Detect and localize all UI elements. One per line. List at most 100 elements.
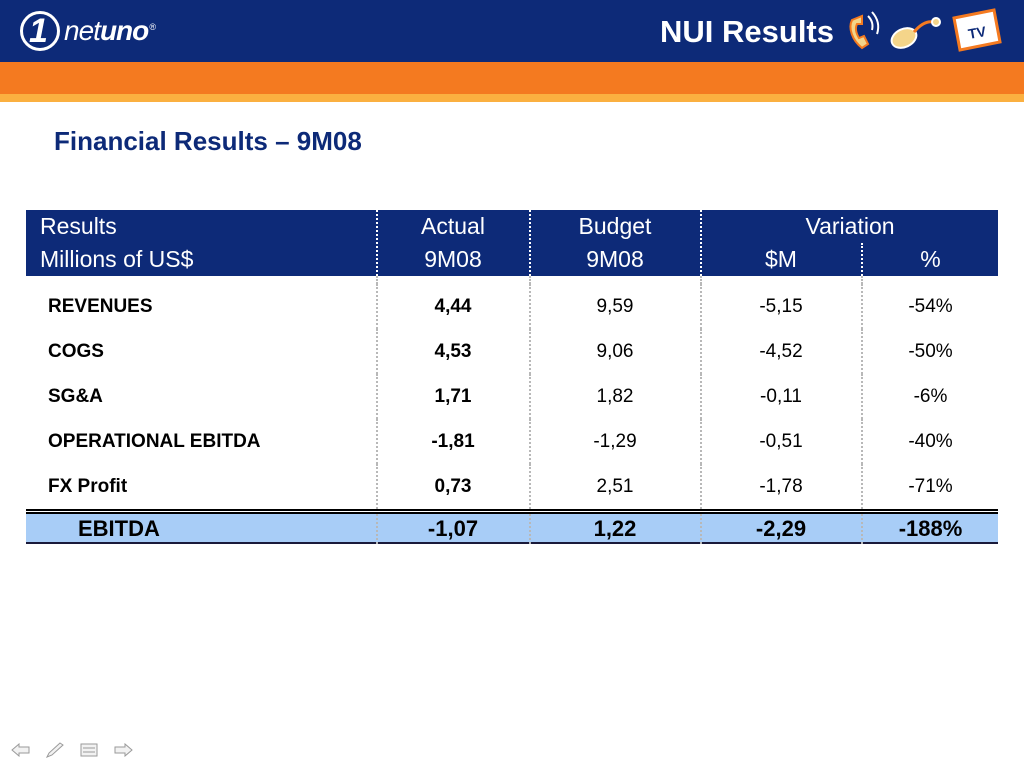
service-icons: TV [849,8,1002,52]
page-title: Financial Results – 9M08 [54,126,362,156]
actual-value: 4,44 [434,296,472,317]
internet-mouse-icon [890,17,941,49]
column-separator [529,374,531,419]
table-header: Results Millions of US$ Actual 9M08 Budg… [26,210,998,276]
column-separator [529,464,531,509]
header-separator [700,210,702,276]
tv-icon-label: TV [967,23,988,42]
variation-m-value: -0,11 [760,386,802,407]
column-separator [700,284,702,329]
financial-results-table: Results Millions of US$ Actual 9M08 Budg… [26,210,998,544]
column-separator [861,464,863,509]
column-separator [861,276,863,284]
column-separator [529,284,531,329]
variation-m-value: -0,51 [759,431,803,452]
header-actual-sub: 9M08 [424,246,482,272]
header-results: Results [40,213,117,239]
column-separator [376,374,378,419]
header-budget-sub: 9M08 [586,246,644,272]
column-separator [376,514,378,544]
logo-net: net [64,15,101,46]
column-separator [861,329,863,374]
header-separator [376,210,378,276]
total-actual: -1,07 [427,516,479,541]
column-separator [700,276,702,284]
pen-icon[interactable] [44,742,66,758]
actual-value: 4,53 [434,341,472,362]
header-bar: 1 netuno® NUI Results TV [0,0,1024,62]
header-budget: Budget [578,213,652,239]
column-separator [376,276,378,284]
variation-m-value: -5,15 [759,296,803,317]
variation-m-value: -4,52 [759,341,803,362]
variation-pct-value: -71% [908,476,953,497]
logo-one: 1 [29,12,48,50]
header-separator [529,210,531,276]
netuno-logo: 1 netuno® [20,8,156,54]
variation-pct-value: -54% [908,296,953,317]
budget-value: -1,29 [593,431,637,452]
header-separator [861,243,863,276]
actual-value: -1,81 [431,431,475,452]
budget-value: 2,51 [596,476,634,497]
total-variation-m: -2,29 [755,516,807,541]
logo-uno: uno [99,15,149,46]
column-separator [700,329,702,374]
orange-band [0,62,1024,94]
header-gap [26,276,998,284]
header-var-m: $M [765,246,797,272]
variation-pct-value: -40% [908,431,953,452]
row-label: REVENUES [48,296,153,317]
header-title: NUI Results [660,14,834,49]
header-actual: Actual [421,213,485,239]
back-arrow-icon[interactable] [10,742,32,758]
orange-thin-band [0,94,1024,102]
tv-icon: TV [952,8,1002,52]
column-separator [376,284,378,329]
column-separator [376,464,378,509]
phone-icon [849,11,880,50]
column-separator [861,514,863,544]
logo-registered: ® [149,21,156,32]
header-variation: Variation [805,213,895,239]
table-row: REVENUES 4,44 9,59 -5,15 -54% [26,284,998,329]
table-row: COGS 4,53 9,06 -4,52 -50% [26,329,998,374]
total-variation-pct: -188% [898,516,963,541]
column-separator [700,514,702,544]
column-separator [861,374,863,419]
budget-value: 1,82 [596,386,634,407]
variation-m-value: -1,78 [759,476,803,497]
total-row: EBITDA -1,07 1,22 -2,29 -188% [26,514,998,544]
actual-value: 0,73 [434,476,472,497]
header-results-sub: Millions of US$ [40,246,194,272]
logo-circle: 1 [20,11,60,51]
column-separator [376,329,378,374]
header-var-pct: % [920,246,941,272]
table-row: SG&A 1,71 1,82 -0,11 -6% [26,374,998,419]
column-separator [529,514,531,544]
column-separator [861,419,863,464]
table-row: OPERATIONAL EBITDA -1,81 -1,29 -0,51 -40… [26,419,998,464]
budget-value: 9,06 [596,341,634,362]
menu-icon[interactable] [78,742,100,758]
column-separator [376,419,378,464]
forward-arrow-icon[interactable] [112,742,134,758]
row-label: COGS [48,341,104,362]
column-separator [700,419,702,464]
column-separator [529,419,531,464]
variation-pct-value: -6% [913,386,948,407]
double-rule [26,509,998,514]
column-separator [861,284,863,329]
table-row: FX Profit 0,73 2,51 -1,78 -71% [26,464,998,509]
row-label: OPERATIONAL EBITDA [48,431,261,452]
row-label: FX Profit [48,476,128,497]
logo-wordmark: netuno® [64,15,156,47]
slide-navigation [10,742,134,758]
total-label: EBITDA [78,516,160,541]
actual-value: 1,71 [434,386,472,407]
total-budget: 1,22 [593,516,637,541]
column-separator [700,374,702,419]
column-separator [700,464,702,509]
column-separator [529,276,531,284]
variation-pct-value: -50% [908,341,953,362]
